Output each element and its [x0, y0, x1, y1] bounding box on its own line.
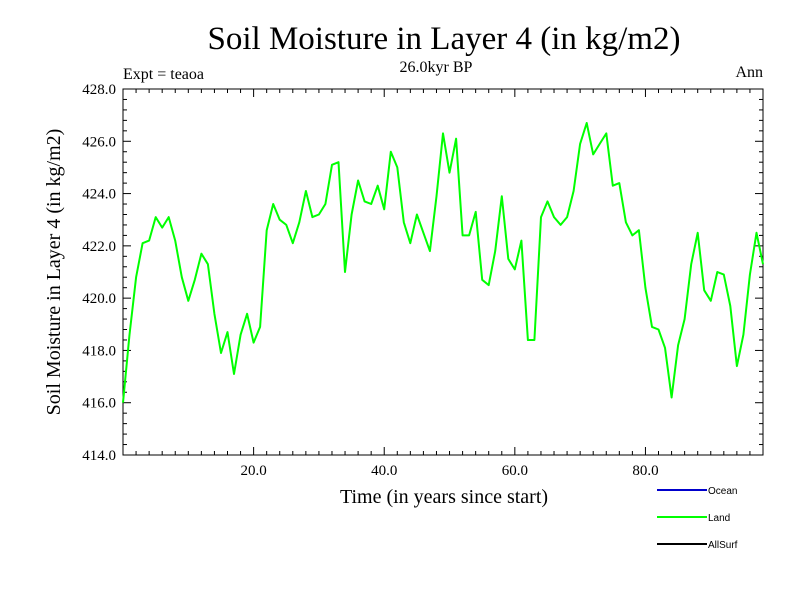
legend-label-allsurf: AllSurf: [708, 540, 738, 551]
x-tick-label: 40.0: [371, 463, 397, 479]
y-tick-label: 426.0: [82, 134, 116, 150]
legend-label-land: Land: [708, 513, 730, 524]
y-tick-label: 414.0: [82, 448, 116, 464]
experiment-label: Expt = teaoa: [123, 66, 204, 83]
plot-frame: [122, 88, 764, 456]
legend: Ocean Land AllSurf: [657, 486, 738, 551]
y-tick-label: 428.0: [82, 82, 116, 98]
y-tick-label: 416.0: [82, 396, 116, 412]
series-layer: [122, 122, 764, 403]
x-axis-label: Time (in years since start): [340, 486, 548, 508]
y-tick-label: 422.0: [82, 239, 116, 255]
plot-axes: 20.0 40.0 60.0 80.0 414.0 416.0 418.0 420.0 422.…: [82, 82, 764, 479]
x-tick-label: 60.0: [502, 463, 528, 479]
y-axis-label: Soil Moisture in Layer 4 (in kg/m2): [43, 129, 65, 416]
legend-label-ocean: Ocean: [708, 486, 737, 497]
y-tick-label: 420.0: [82, 291, 116, 307]
period-label: Ann: [735, 64, 763, 81]
x-tick-label: 80.0: [632, 463, 658, 479]
chart-subtitle: 26.0kyr BP: [400, 59, 473, 76]
y-tick-label: 424.0: [82, 187, 116, 203]
series-line-land: [122, 122, 764, 403]
y-tick-label: 418.0: [82, 343, 116, 359]
chart-title: Soil Moisture in Layer 4 (in kg/m2): [208, 21, 681, 57]
x-tick-label: 20.0: [240, 463, 266, 479]
